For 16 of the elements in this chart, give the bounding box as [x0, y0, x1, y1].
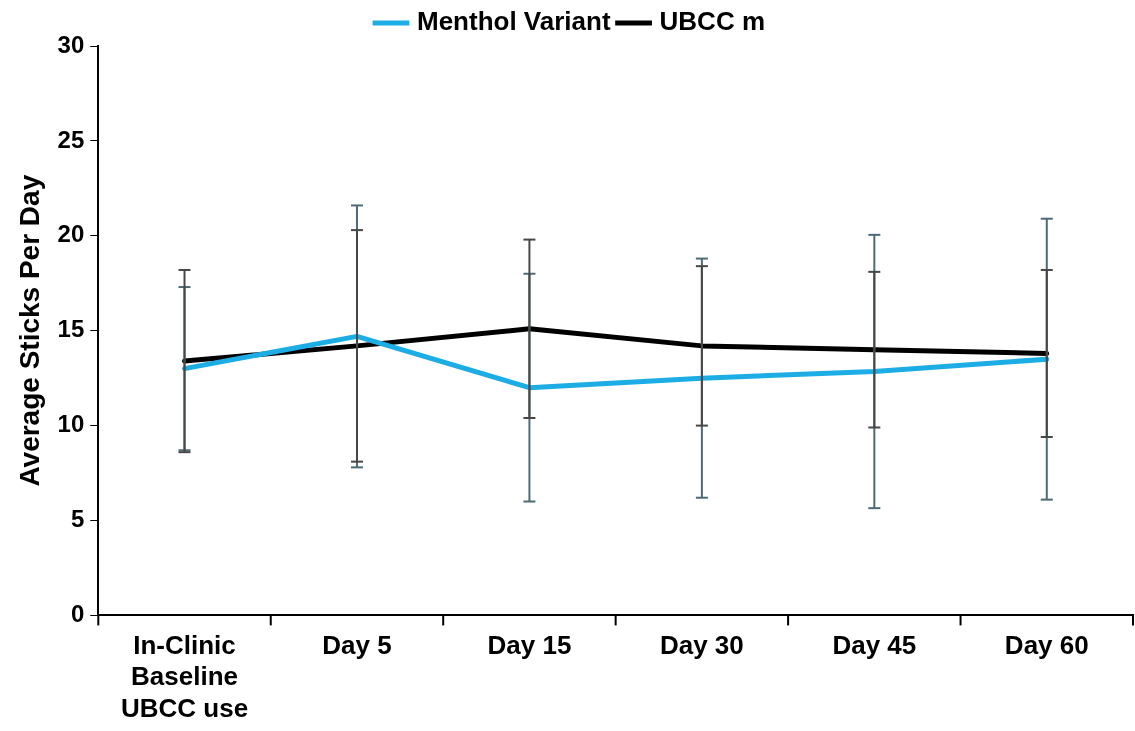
y-tick-label: 30 — [57, 30, 85, 58]
y-tick-label: 20 — [57, 220, 85, 248]
y-tick-label: 5 — [70, 505, 85, 533]
y-tick-label: 25 — [57, 125, 85, 153]
x-tick-label: Day 5 — [322, 630, 392, 661]
legend-label: UBCC m — [659, 6, 766, 37]
x-tick-label: In-Clinic Baseline UBCC use — [120, 630, 249, 723]
y-tick-label: 0 — [70, 600, 85, 628]
x-tick-label: Day 45 — [832, 630, 917, 661]
y-axis-title: Average Sticks Per Day — [13, 174, 45, 487]
legend-label: Menthol Variant — [416, 6, 611, 37]
y-tick-label: 15 — [57, 315, 85, 343]
x-tick-label: Day 15 — [487, 630, 572, 661]
x-tick-label: Day 30 — [659, 630, 744, 661]
x-tick-label: Day 60 — [1004, 630, 1089, 661]
y-tick-label: 10 — [57, 410, 85, 438]
